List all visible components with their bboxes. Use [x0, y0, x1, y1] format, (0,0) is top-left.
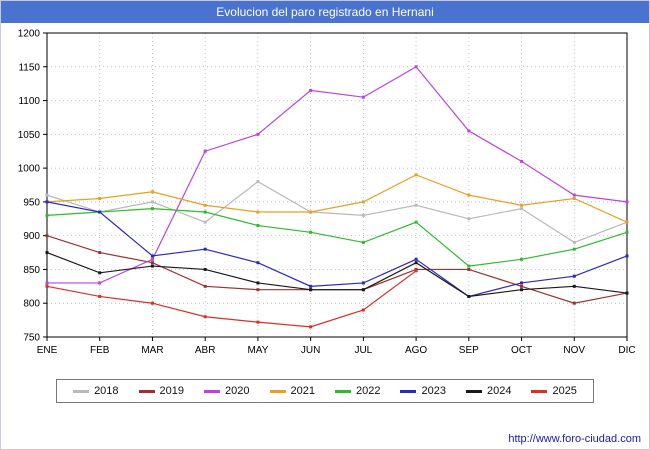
line-chart-svg: 750 800 850 900 950 1000 1050 1100 1150 1200 ENE FE…	[18, 29, 636, 357]
series-2023	[45, 200, 629, 298]
legend-swatch-2021	[269, 389, 286, 393]
series-2025	[45, 269, 418, 329]
svg-text:1150: 1150	[18, 62, 40, 73]
svg-text:900: 900	[23, 231, 40, 242]
legend: 2018 2019 2020 2021 2022 2023 2024 2025	[56, 379, 594, 403]
legend-label-2020: 2020	[225, 385, 250, 397]
series-2018	[45, 180, 629, 244]
svg-text:800: 800	[23, 299, 40, 310]
chart-title: Evolucion del paro registrado en Hernani	[216, 5, 434, 19]
legend-swatch-2024	[465, 389, 482, 393]
series-2024	[45, 251, 629, 298]
legend-item-2024: 2024	[465, 385, 512, 397]
chart-title-bar: Evolucion del paro registrado en Hernani	[1, 1, 649, 23]
legend-swatch-2019	[138, 389, 155, 393]
svg-text:750: 750	[23, 333, 40, 344]
legend-label-2021: 2021	[290, 385, 315, 397]
legend-item-2019: 2019	[138, 385, 185, 397]
series-2020	[45, 65, 629, 285]
svg-text:1200: 1200	[18, 29, 41, 40]
legend-item-2018: 2018	[73, 385, 119, 397]
legend-swatch-2020	[204, 389, 221, 393]
svg-text:1000: 1000	[18, 164, 41, 175]
legend-swatch-2023	[400, 389, 417, 393]
legend-label-2024: 2024	[486, 385, 512, 397]
legend-item-2020: 2020	[204, 385, 250, 397]
legend-label-2019: 2019	[159, 385, 185, 397]
footer-link[interactable]: http://www.foro-ciudad.com	[508, 433, 641, 445]
svg-text:MAY: MAY	[247, 345, 268, 356]
footer: http://www.foro-ciudad.com	[508, 433, 641, 445]
legend-swatch-2025	[531, 389, 548, 393]
series-2019	[45, 234, 629, 305]
legend-item-2025: 2025	[531, 385, 577, 397]
legend-label-2025: 2025	[552, 385, 577, 397]
svg-text:NOV: NOV	[563, 345, 585, 356]
svg-text:1050: 1050	[18, 130, 41, 141]
svg-text:850: 850	[23, 265, 40, 276]
svg-text:JUL: JUL	[354, 345, 372, 356]
plot-border	[46, 32, 628, 338]
legend-wrap: 2018 2019 2020 2021 2022 2023 2024 2025	[1, 379, 649, 403]
legend-swatch-2018	[73, 389, 90, 393]
legend-label-2023: 2023	[421, 385, 446, 397]
axis-labels: 750 800 850 900 950 1000 1050 1100 1150 1200 ENE FE…	[18, 29, 636, 357]
legend-label-2022: 2022	[356, 385, 381, 397]
svg-text:MAR: MAR	[141, 345, 163, 356]
series-2021	[45, 173, 629, 224]
svg-text:1100: 1100	[18, 96, 40, 107]
legend-item-2023: 2023	[400, 385, 446, 397]
legend-swatch-2022	[335, 389, 351, 393]
svg-text:DIC: DIC	[618, 345, 635, 356]
svg-text:JUN: JUN	[301, 345, 320, 356]
svg-text:ABR: ABR	[195, 345, 216, 356]
gridlines	[43, 32, 628, 341]
legend-item-2022: 2022	[335, 385, 380, 397]
legend-item-2021: 2021	[269, 385, 315, 397]
svg-text:ENE: ENE	[37, 345, 58, 356]
svg-text:SEP: SEP	[459, 345, 479, 356]
svg-text:FEB: FEB	[90, 345, 110, 356]
svg-text:OCT: OCT	[511, 345, 532, 356]
legend-label-2018: 2018	[94, 385, 119, 397]
svg-text:AGO: AGO	[405, 345, 427, 356]
svg-text:950: 950	[23, 197, 40, 208]
